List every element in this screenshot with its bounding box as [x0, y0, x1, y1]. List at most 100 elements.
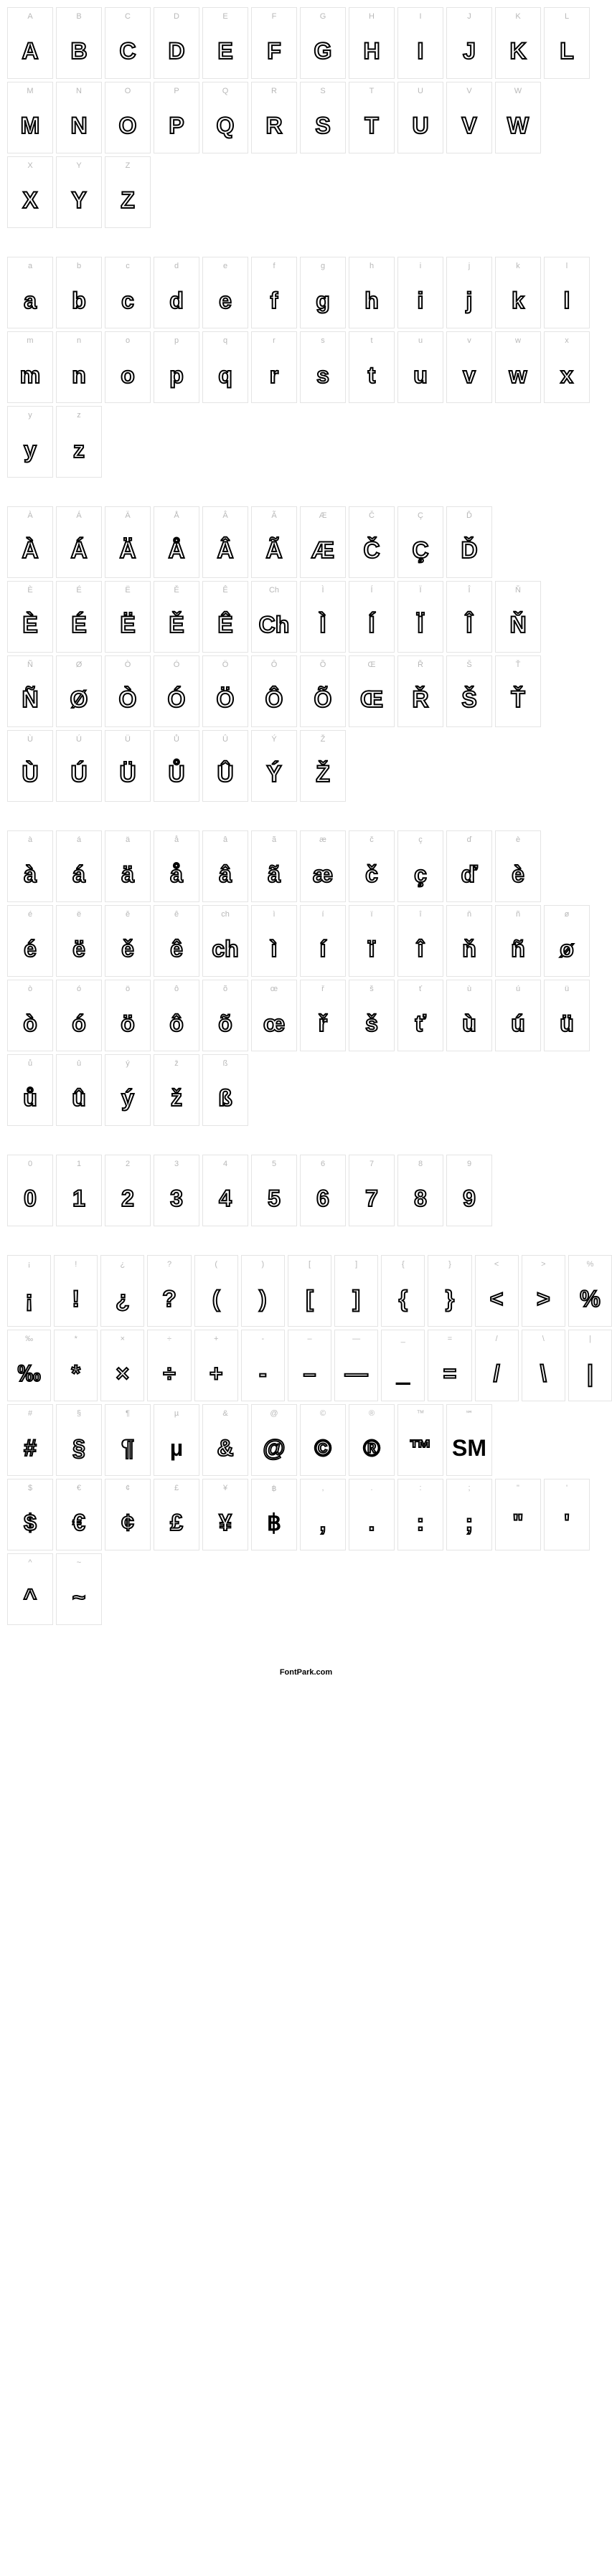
glyph-tile: && [202, 1404, 248, 1476]
glyph-display: t [349, 364, 394, 387]
glyph-tile: šš [349, 980, 395, 1051]
glyph-label: µ [154, 1409, 199, 1418]
glyph-display: ý [105, 1086, 150, 1109]
glyph-tile: yy [7, 406, 53, 478]
glyph-label: ř [301, 985, 345, 993]
glyph-display: Ê [203, 613, 248, 636]
glyph-display: ch [203, 937, 248, 960]
glyph-label: f [252, 262, 296, 270]
glyph-label: Ò [105, 660, 150, 669]
glyph-label: & [203, 1409, 248, 1418]
glyph-section: ààááääååââããææččççďďèèééëëěěêêchchììííïï… [7, 830, 612, 1126]
glyph-label: Ô [252, 660, 296, 669]
glyph-display: Ö [203, 688, 248, 711]
glyph-display: 8 [398, 1187, 443, 1210]
glyph-tile: øø [544, 905, 590, 977]
glyph-label: Ó [154, 660, 199, 669]
glyph-label: g [301, 262, 345, 270]
glyph-tile: ×× [100, 1330, 144, 1401]
glyph-tile: ôô [154, 980, 199, 1051]
glyph-display: ä [105, 863, 150, 886]
glyph-tile: II [397, 7, 443, 79]
glyph-display: b [57, 289, 101, 312]
glyph-tile: ÙÙ [7, 730, 53, 802]
glyph-display: ů [8, 1086, 52, 1109]
glyph-display: w [496, 364, 540, 387]
glyph-display: = [428, 1362, 471, 1385]
glyph-row: AABBCCDDEEFFGGHHIIJJKKLL [7, 7, 612, 79]
glyph-display: 3 [154, 1187, 199, 1210]
glyph-label: o [105, 336, 150, 345]
glyph-row: ^^~~ [7, 1553, 612, 1625]
glyph-label: ℠ [447, 1409, 491, 1419]
glyph-row: $$€€¢¢££¥¥฿฿,,..::;;""'' [7, 1479, 612, 1550]
glyph-display: + [195, 1362, 237, 1385]
glyph-display: µ [154, 1436, 199, 1459]
glyph-label: č [349, 835, 394, 844]
glyph-label: . [349, 1484, 394, 1492]
glyph-label: ) [242, 1260, 284, 1269]
glyph-display: e [203, 289, 248, 312]
glyph-display: ß [203, 1086, 248, 1109]
glyph-display: P [154, 114, 199, 137]
glyph-tile: ŤŤ [495, 655, 541, 727]
glyph-tile: ÷÷ [147, 1330, 191, 1401]
glyph-tile: tt [349, 331, 395, 403]
glyph-label: í [301, 910, 345, 919]
glyph-tile: ฿฿ [251, 1479, 297, 1550]
glyph-display: ë [57, 937, 101, 960]
glyph-tile: aa [7, 257, 53, 328]
glyph-label: Ň [496, 586, 540, 595]
glyph-tile: ÈÈ [7, 581, 53, 653]
glyph-section: ÀÀÁÁÄÄÅÅÂÂÃÃÆÆČČÇÇĎĎÈÈÉÉËËĚĚÊÊChChÌÌÍÍÏÏ… [7, 506, 612, 802]
glyph-tile: JJ [446, 7, 492, 79]
glyph-tile: ÉÉ [56, 581, 102, 653]
glyph-label: 0 [8, 1160, 52, 1168]
glyph-tile: ÕÕ [300, 655, 346, 727]
glyph-label: H [349, 12, 394, 21]
glyph-tile: hh [349, 257, 395, 328]
glyph-tile: ÌÌ [300, 581, 346, 653]
glyph-label: £ [154, 1484, 199, 1492]
glyph-display: — [335, 1362, 377, 1385]
glyph-label: Ñ [8, 660, 52, 669]
glyph-tile: AA [7, 7, 53, 79]
glyph-display: ç [398, 863, 443, 886]
glyph-label: ¶ [105, 1409, 150, 1418]
glyph-display: © [301, 1436, 345, 1459]
glyph-tile: ÓÓ [154, 655, 199, 727]
glyph-display: _ [382, 1362, 424, 1385]
glyph-label: Ê [203, 586, 248, 595]
glyph-row: mmnnooppqqrrssttuuvvwwxx [7, 331, 612, 403]
glyph-tile: ëë [56, 905, 102, 977]
glyph-display: ø [545, 937, 589, 960]
glyph-display: @ [252, 1436, 296, 1459]
glyph-tile: \\ [522, 1330, 565, 1401]
glyph-tile: @@ [251, 1404, 297, 1476]
glyph-label: é [8, 910, 52, 919]
glyph-label: ã [252, 835, 296, 844]
glyph-tile: ÚÚ [56, 730, 102, 802]
glyph-tile: ňň [446, 905, 492, 977]
glyph-label: w [496, 336, 540, 345]
glyph-tile: %% [568, 1255, 612, 1327]
glyph-label: : [398, 1484, 443, 1492]
glyph-display: ù [447, 1012, 491, 1035]
glyph-label: Ë [105, 586, 150, 595]
glyph-display: ¥ [203, 1511, 248, 1534]
glyph-display: Ü [105, 762, 150, 785]
glyph-tile: ¶¶ [105, 1404, 151, 1476]
glyph-label: ť [398, 985, 443, 993]
glyph-display: õ [203, 1012, 248, 1035]
glyph-display: n [57, 364, 101, 387]
glyph-display: o [105, 364, 150, 387]
glyph-label: | [569, 1335, 611, 1343]
glyph-display: ě [105, 937, 150, 960]
glyph-display: Ò [105, 688, 150, 711]
glyph-label: å [154, 835, 199, 844]
glyph-display: | [569, 1362, 611, 1385]
glyph-display: Ř [398, 688, 443, 711]
glyph-label: û [57, 1059, 101, 1068]
glyph-label: ™ [398, 1409, 443, 1418]
glyph-display: Y [57, 189, 101, 212]
